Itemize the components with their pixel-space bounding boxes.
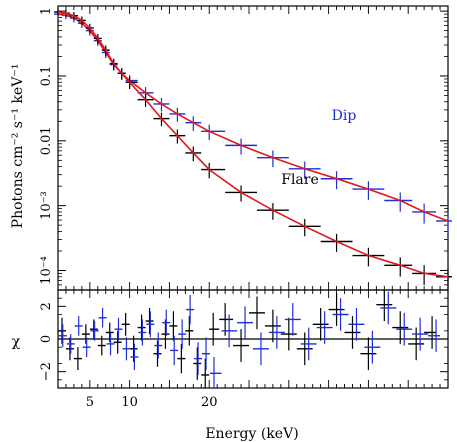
residual-series-flare [58, 290, 437, 388]
x-tick-label: 5 [86, 395, 94, 410]
x-tick-label: 20 [201, 395, 218, 410]
spectrum-y-axis-label: Photons cm⁻² s⁻¹ keV⁻¹ [10, 64, 26, 229]
x-tick-label: 10 [121, 395, 138, 410]
series-flare [54, 8, 452, 289]
y-tick-label: 0.01 [39, 126, 54, 155]
y-tick-label: 0.1 [39, 66, 54, 87]
y-tick-label: 10⁻⁴ [39, 256, 54, 285]
spectrum-panel: 1 0.1 0.01 10⁻³ 10⁻⁴ Dip Flare [39, 5, 452, 291]
flare-label: Flare [281, 172, 319, 188]
residual-y-tick-label: −2 [39, 362, 54, 381]
dip-label: Dip [332, 108, 357, 124]
y-tick-label: 1 [39, 7, 54, 15]
model-line-flare [57, 11, 449, 278]
x-axis-label: Energy (keV) [205, 426, 298, 442]
model-line-dip [57, 13, 449, 222]
residual-series-dip [58, 291, 441, 388]
residual-y-tick-label: 0 [39, 335, 54, 343]
residual-y-axis-label: χ [12, 334, 21, 350]
y-tick-label: 10⁻³ [39, 191, 54, 220]
spectrum-frame [57, 5, 449, 291]
residual-y-tick-label: 2 [39, 302, 54, 310]
